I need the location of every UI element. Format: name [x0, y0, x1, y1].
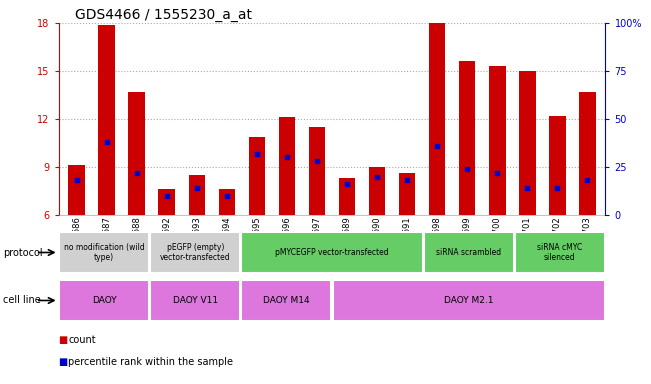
Bar: [369, 167, 385, 215]
Point: [372, 174, 382, 180]
Point: [552, 185, 562, 191]
Point: [132, 170, 142, 176]
Point: [492, 170, 503, 176]
Text: protocol: protocol: [3, 248, 43, 258]
Text: cell line: cell line: [3, 295, 41, 305]
Bar: [489, 66, 506, 215]
Bar: [249, 137, 265, 215]
Text: pMYCEGFP vector-transfected: pMYCEGFP vector-transfected: [275, 248, 389, 257]
Point: [582, 177, 592, 184]
Bar: [399, 174, 415, 215]
Point: [522, 185, 533, 191]
Bar: [579, 92, 596, 215]
Text: DAOY M2.1: DAOY M2.1: [444, 296, 493, 305]
Point: [191, 185, 202, 191]
Bar: [279, 118, 295, 215]
Bar: [242, 232, 422, 273]
Text: GDS4466 / 1555230_a_at: GDS4466 / 1555230_a_at: [75, 8, 252, 22]
Bar: [128, 92, 145, 215]
Point: [402, 177, 412, 184]
Bar: [59, 232, 149, 273]
Bar: [424, 232, 514, 273]
Point: [432, 143, 443, 149]
Point: [252, 151, 262, 157]
Point: [221, 193, 232, 199]
Text: siRNA scrambled: siRNA scrambled: [436, 248, 501, 257]
Point: [342, 181, 352, 187]
Bar: [519, 71, 536, 215]
Text: DAOY M14: DAOY M14: [263, 296, 310, 305]
Bar: [150, 232, 240, 273]
Bar: [515, 232, 605, 273]
Bar: [459, 61, 475, 215]
Text: pEGFP (empty)
vector-transfected: pEGFP (empty) vector-transfected: [160, 243, 230, 262]
Point: [282, 154, 292, 161]
Bar: [189, 175, 205, 215]
Text: no modification (wild
type): no modification (wild type): [64, 243, 145, 262]
Text: percentile rank within the sample: percentile rank within the sample: [68, 357, 233, 367]
Point: [102, 139, 112, 145]
Text: DAOY V11: DAOY V11: [173, 296, 218, 305]
Bar: [429, 23, 445, 215]
Bar: [68, 166, 85, 215]
Bar: [158, 189, 175, 215]
Point: [72, 177, 82, 184]
Bar: [242, 280, 331, 321]
Bar: [219, 189, 235, 215]
Bar: [98, 25, 115, 215]
Text: ■: ■: [59, 335, 68, 345]
Bar: [309, 127, 326, 215]
Point: [312, 158, 322, 164]
Point: [161, 193, 172, 199]
Point: [462, 166, 473, 172]
Text: count: count: [68, 335, 96, 345]
Bar: [150, 280, 240, 321]
Bar: [59, 280, 149, 321]
Text: siRNA cMYC
silenced: siRNA cMYC silenced: [537, 243, 583, 262]
Text: ■: ■: [59, 357, 68, 367]
Bar: [333, 280, 605, 321]
Bar: [549, 116, 566, 215]
Text: DAOY: DAOY: [92, 296, 117, 305]
Bar: [339, 178, 355, 215]
